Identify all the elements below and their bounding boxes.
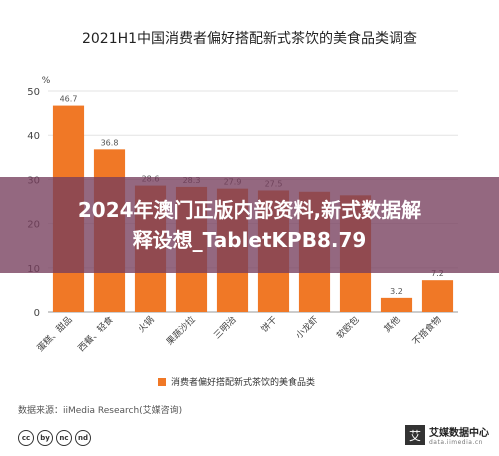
x-tick-label: 蛋糕、甜品 — [34, 314, 74, 354]
legend: 消费者偏好搭配新式茶饮的美食品类 — [158, 375, 315, 388]
x-tick-label: 果蔬沙拉 — [164, 314, 198, 348]
source-note: 数据来源：iiMedia Research(艾媒咨询) — [18, 406, 183, 416]
cc-icon: cc — [18, 430, 34, 446]
by-icon: by — [37, 430, 53, 446]
license-icons: cc by nc nd — [18, 430, 91, 446]
brand-logo: 艾 艾媒数据中心 data.iimedia.cn — [405, 424, 489, 446]
banner-line-1: 2024年澳门正版内部资料,新式数据解 — [77, 198, 422, 222]
y-tick-label: 50 — [27, 87, 40, 98]
x-tick-label: 软欧包 — [334, 314, 362, 342]
legend-label: 消费者偏好搭配新式茶饮的美食品类 — [171, 378, 316, 388]
data-label: 36.8 — [101, 138, 119, 147]
x-tick-label: 三明治 — [211, 314, 239, 342]
watermark-banner: 2024年澳门正版内部资料,新式数据解 释设想_TabletKPB8.79 — [0, 177, 499, 273]
nc-icon: nc — [56, 430, 72, 446]
bar — [421, 280, 454, 312]
brand-url: data.iimedia.cn — [429, 439, 483, 446]
y-tick-label: 0 — [34, 308, 40, 319]
data-label: 3.2 — [390, 287, 403, 296]
chart-title: 2021H1中国消费者偏好搭配新式茶饮的美食品类调查 — [81, 31, 418, 47]
brand-name: 艾媒数据中心 — [429, 428, 489, 439]
bar — [380, 297, 413, 312]
x-tick-label: 小龙虾 — [293, 314, 321, 342]
x-tick-label: 火锅 — [136, 314, 157, 335]
banner-line-2: 释设想_TabletKPB8.79 — [132, 228, 367, 252]
data-label: 46.7 — [60, 95, 78, 104]
brand-icon: 艾 — [405, 425, 425, 445]
data-label: 7.2 — [431, 269, 444, 278]
x-tick-label: 西餐、轻食 — [75, 314, 115, 354]
y-tick-label: 40 — [27, 131, 40, 142]
legend-swatch — [158, 377, 166, 386]
x-tick-label: 其他 — [381, 314, 402, 335]
nd-icon: nd — [75, 430, 91, 446]
x-tick-label: 饼干 — [258, 314, 279, 335]
x-tick-label: 不搭食物 — [410, 314, 444, 348]
y-axis-unit: % — [42, 76, 51, 86]
